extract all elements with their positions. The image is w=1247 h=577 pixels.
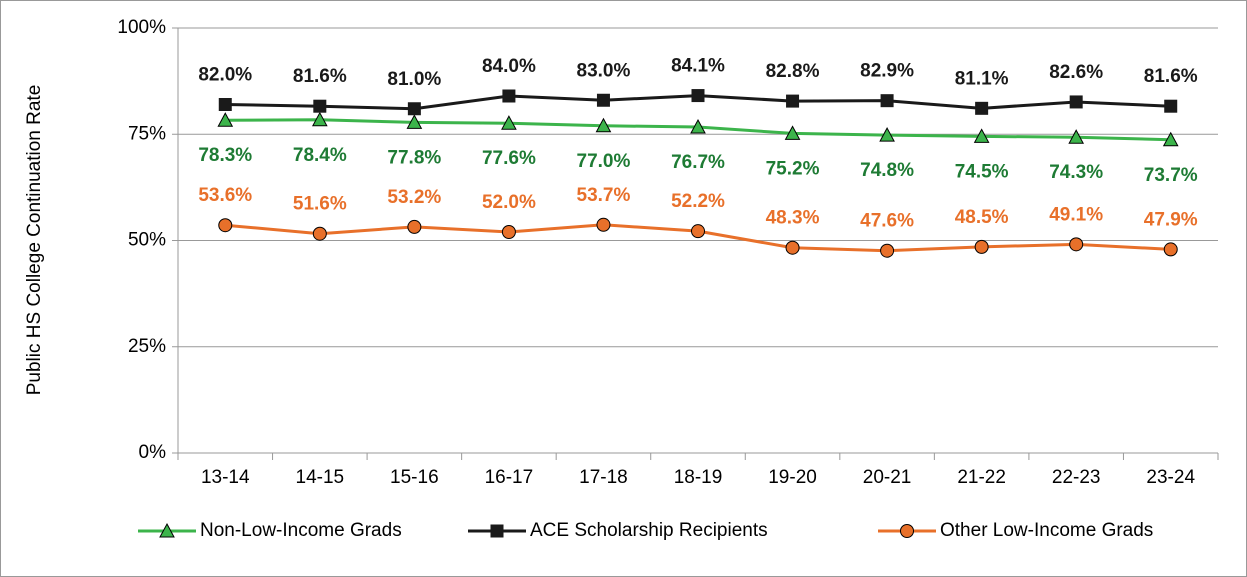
x-tick-label: 17-18 bbox=[579, 467, 628, 488]
y-tick-label: 75% bbox=[128, 123, 166, 144]
marker bbox=[1069, 237, 1084, 252]
x-tick-label: 16-17 bbox=[485, 467, 534, 488]
marker bbox=[784, 125, 801, 140]
data-label: 51.6% bbox=[293, 194, 347, 215]
marker bbox=[691, 89, 705, 103]
marker bbox=[502, 89, 516, 103]
marker bbox=[501, 225, 516, 239]
marker bbox=[595, 117, 612, 133]
marker bbox=[406, 114, 423, 129]
y-tick-label: 100% bbox=[117, 17, 166, 38]
marker bbox=[501, 115, 517, 130]
marker bbox=[785, 240, 800, 255]
marker bbox=[217, 112, 234, 127]
marker bbox=[407, 102, 421, 116]
marker bbox=[311, 111, 328, 127]
data-label: 81.1% bbox=[955, 68, 1009, 89]
data-label: 77.0% bbox=[577, 151, 631, 172]
marker bbox=[218, 98, 232, 111]
data-label: 83.0% bbox=[577, 60, 631, 81]
x-tick-label: 19-20 bbox=[768, 467, 817, 488]
data-label: 75.2% bbox=[766, 158, 820, 179]
data-label: 84.1% bbox=[671, 56, 725, 77]
data-label: 77.8% bbox=[387, 147, 441, 168]
legend-label: ACE Scholarship Recipients bbox=[530, 520, 768, 541]
y-tick-label: 50% bbox=[128, 230, 166, 251]
x-tick-label: 18-19 bbox=[674, 467, 723, 488]
data-label: 84.0% bbox=[482, 56, 536, 77]
x-tick-label: 21-22 bbox=[957, 467, 1006, 488]
x-tick-label: 20-21 bbox=[863, 467, 912, 488]
data-label: 53.7% bbox=[577, 185, 631, 206]
x-tick-label: 13-14 bbox=[201, 467, 250, 488]
marker bbox=[312, 226, 327, 241]
marker bbox=[313, 99, 327, 113]
marker bbox=[880, 243, 895, 258]
data-label: 48.3% bbox=[766, 208, 820, 229]
data-label: 74.3% bbox=[1049, 162, 1103, 183]
data-label: 82.9% bbox=[860, 61, 914, 82]
data-label: 81.6% bbox=[293, 66, 347, 87]
data-label: 82.6% bbox=[1049, 62, 1103, 83]
marker bbox=[596, 93, 610, 107]
marker bbox=[900, 524, 914, 538]
data-label: 77.6% bbox=[482, 148, 536, 169]
marker bbox=[1162, 131, 1179, 147]
marker bbox=[1163, 242, 1178, 257]
data-label: 52.2% bbox=[671, 191, 725, 212]
marker bbox=[1164, 99, 1178, 113]
marker bbox=[974, 239, 989, 254]
data-label: 74.5% bbox=[955, 161, 1009, 182]
marker bbox=[786, 94, 800, 108]
marker bbox=[975, 101, 989, 115]
y-axis-label: Public HS College Continuation Rate bbox=[24, 85, 45, 396]
data-label: 53.6% bbox=[198, 185, 252, 206]
marker bbox=[1069, 95, 1083, 109]
data-label: 82.8% bbox=[766, 61, 820, 82]
x-tick-label: 23-24 bbox=[1146, 467, 1195, 488]
data-label: 47.9% bbox=[1144, 209, 1198, 230]
data-label: 81.6% bbox=[1144, 66, 1198, 87]
data-label: 52.0% bbox=[482, 192, 536, 213]
marker bbox=[691, 224, 705, 239]
data-label: 81.0% bbox=[387, 69, 441, 90]
data-label: 82.0% bbox=[198, 65, 252, 86]
data-label: 73.7% bbox=[1144, 165, 1198, 186]
marker bbox=[1068, 129, 1085, 144]
marker bbox=[690, 118, 706, 134]
marker bbox=[407, 219, 422, 234]
marker bbox=[159, 522, 175, 538]
data-label: 49.1% bbox=[1049, 204, 1103, 225]
data-label: 47.6% bbox=[860, 211, 914, 232]
data-label: 78.4% bbox=[293, 145, 347, 166]
data-label: 78.3% bbox=[198, 145, 252, 166]
x-tick-label: 22-23 bbox=[1052, 467, 1101, 488]
data-label: 76.7% bbox=[671, 152, 725, 173]
data-label: 48.5% bbox=[955, 207, 1009, 228]
legend-label: Other Low-Income Grads bbox=[940, 520, 1153, 541]
y-tick-label: 25% bbox=[128, 336, 166, 357]
data-label: 74.8% bbox=[860, 160, 914, 181]
marker bbox=[880, 94, 894, 108]
x-tick-label: 14-15 bbox=[296, 467, 345, 488]
marker bbox=[973, 128, 990, 143]
x-tick-label: 15-16 bbox=[390, 467, 439, 488]
legend-label: Non-Low-Income Grads bbox=[200, 520, 402, 541]
marker bbox=[879, 127, 895, 142]
data-label: 53.2% bbox=[387, 187, 441, 208]
marker bbox=[218, 218, 233, 233]
marker bbox=[490, 524, 504, 538]
y-tick-label: 0% bbox=[139, 442, 167, 463]
marker bbox=[596, 217, 611, 232]
